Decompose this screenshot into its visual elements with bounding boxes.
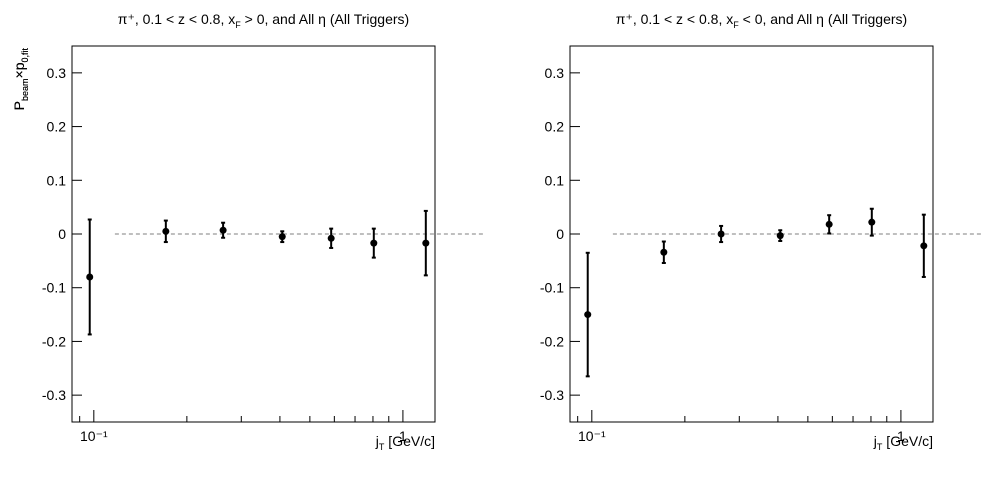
data-point (327, 234, 335, 242)
text-part: P (11, 101, 27, 110)
x-tick-label: 1 (897, 428, 905, 444)
plot-frame (569, 45, 934, 423)
subscript: 0,fit (20, 48, 30, 63)
text-part: ×p (11, 62, 27, 78)
text-part: j (873, 433, 877, 449)
y-tick-label: -0.1 (42, 280, 66, 296)
text-part: P (11, 101, 27, 110)
data-point (717, 230, 725, 238)
y-tick-label: -0.2 (540, 333, 564, 349)
data-point (825, 220, 833, 228)
subscript: T (379, 442, 385, 452)
text-part: π⁺, 0.1 < z < 0.8, x (616, 11, 733, 27)
y-axis-label: Pbeam×p0,fit (11, 48, 30, 111)
text-part: π⁺, 0.1 < z < 0.8, x (118, 11, 235, 27)
subscript: T (877, 442, 883, 452)
text-part: [GeV/c] (384, 433, 435, 449)
data-point (86, 273, 94, 281)
data-point (370, 239, 378, 247)
x-tick-label: 10⁻¹ (80, 428, 108, 444)
y-tick-label: 0 (556, 226, 564, 242)
data-point (219, 226, 227, 234)
y-tick-label: 0.1 (47, 172, 67, 188)
text-part: j (375, 433, 379, 449)
y-tick-label: 0.2 (545, 119, 565, 135)
x-axis-label: jT [GeV/c] (873, 433, 933, 452)
x-tick-label: 1 (399, 428, 407, 444)
text-part: > 0, and All η (All Triggers) (241, 11, 409, 27)
y-tick-label: 0.2 (47, 119, 67, 135)
y-tick-label: 0.3 (545, 65, 565, 81)
y-tick-label: -0.3 (540, 387, 564, 403)
y-tick-label: -0.2 (42, 333, 66, 349)
chart-title: π⁺, 0.1 < z < 0.8, xF > 0, and All η (Al… (118, 11, 409, 30)
data-point (162, 227, 170, 235)
chart-title: π⁺, 0.1 < z < 0.8, xF < 0, and All η (Al… (616, 11, 907, 30)
data-point (660, 248, 668, 256)
y-tick-label: -0.1 (540, 280, 564, 296)
data-point (776, 232, 784, 240)
y-tick-label: 0 (58, 226, 66, 242)
subscript: 0,fit (20, 48, 30, 63)
plot-frame (71, 45, 436, 423)
text-part: < 0, and All η (All Triggers) (739, 11, 907, 27)
data-point (868, 218, 876, 226)
y-tick-label: 0.3 (47, 65, 67, 81)
x-axis-label: jT [GeV/c] (375, 433, 435, 452)
x-tick-label: 10⁻¹ (578, 428, 606, 444)
data-point (920, 242, 928, 250)
text-part: ×p (11, 62, 27, 78)
data-point (584, 311, 592, 319)
subscript: beam (20, 78, 30, 101)
subscript: beam (20, 78, 30, 101)
data-point (278, 233, 286, 241)
y-axis-label: Pbeam×p0,fit (11, 48, 30, 111)
y-tick-label: -0.3 (42, 387, 66, 403)
data-point (422, 239, 430, 247)
subscript: F (235, 20, 241, 30)
subscript: F (733, 20, 739, 30)
y-tick-label: 0.1 (545, 172, 565, 188)
text-part: [GeV/c] (882, 433, 933, 449)
